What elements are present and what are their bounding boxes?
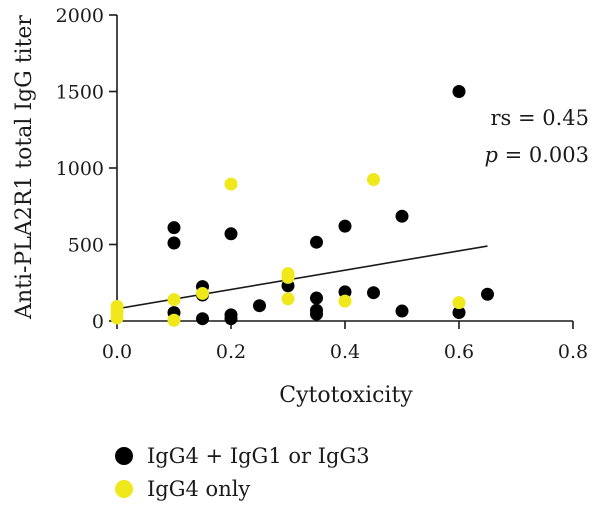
data-point [167, 313, 181, 327]
data-point [310, 291, 323, 305]
data-point [167, 293, 181, 307]
x-tick-label: 0.6 [444, 341, 474, 363]
p-value-annotation: p = 0.003 [484, 143, 589, 167]
data-point [367, 172, 380, 186]
data-point [281, 270, 295, 284]
legend: IgG4 + IgG1 or IgG3 IgG4 only [115, 444, 370, 501]
data-point [452, 296, 466, 310]
rs-annotation: rs = 0.45 [490, 106, 589, 130]
y-tick-label: 1500 [56, 82, 104, 104]
y-tick-label: 1000 [56, 158, 104, 180]
data-point [196, 312, 209, 326]
data-point [452, 306, 466, 320]
x-tick-label: 0.4 [330, 341, 360, 363]
legend-marker-combined [115, 447, 133, 465]
data-point [281, 292, 295, 306]
y-tick-label: 500 [68, 235, 104, 257]
data-point [110, 311, 124, 325]
data-point [167, 236, 181, 250]
data-point [253, 299, 266, 313]
y-tick-label: 2000 [56, 5, 104, 27]
p-symbol: p [484, 143, 497, 167]
legend-marker-igg4-only [115, 480, 133, 498]
y-tick-label: 0 [92, 311, 104, 333]
data-point [452, 85, 466, 98]
data-point [224, 312, 238, 326]
data-point [310, 307, 323, 321]
p-value: = 0.003 [498, 143, 589, 167]
data-point [196, 286, 209, 300]
legend-label-igg4-only: IgG4 only [147, 477, 250, 501]
data-point [338, 294, 352, 308]
series-igg4-plus-igg1-or-igg3 [167, 85, 494, 326]
data-points [110, 85, 494, 327]
data-point [395, 304, 409, 318]
data-point [167, 221, 181, 235]
data-point [395, 209, 409, 223]
data-point [481, 287, 494, 301]
data-point [224, 227, 238, 241]
x-tick-label: 0.2 [216, 341, 246, 363]
x-tick-label: 0.8 [558, 341, 588, 363]
x-axis-title: Cytotoxicity [279, 383, 413, 408]
legend-label-combined: IgG4 + IgG1 or IgG3 [147, 444, 370, 468]
y-axis-ticks: 0 500 1000 1500 2000 [56, 5, 117, 333]
series-igg4-only [110, 172, 466, 327]
data-point [338, 285, 352, 299]
data-point [338, 219, 352, 233]
x-axis-ticks: 0.0 0.2 0.4 0.6 0.8 [102, 321, 588, 363]
y-axis-title: Anti-PLA2R1 total IgG titer [12, 15, 37, 320]
chart-axes [116, 15, 573, 322]
data-point [310, 235, 323, 249]
x-tick-label: 0.0 [102, 341, 132, 363]
data-point [367, 286, 380, 300]
data-point [224, 177, 238, 191]
